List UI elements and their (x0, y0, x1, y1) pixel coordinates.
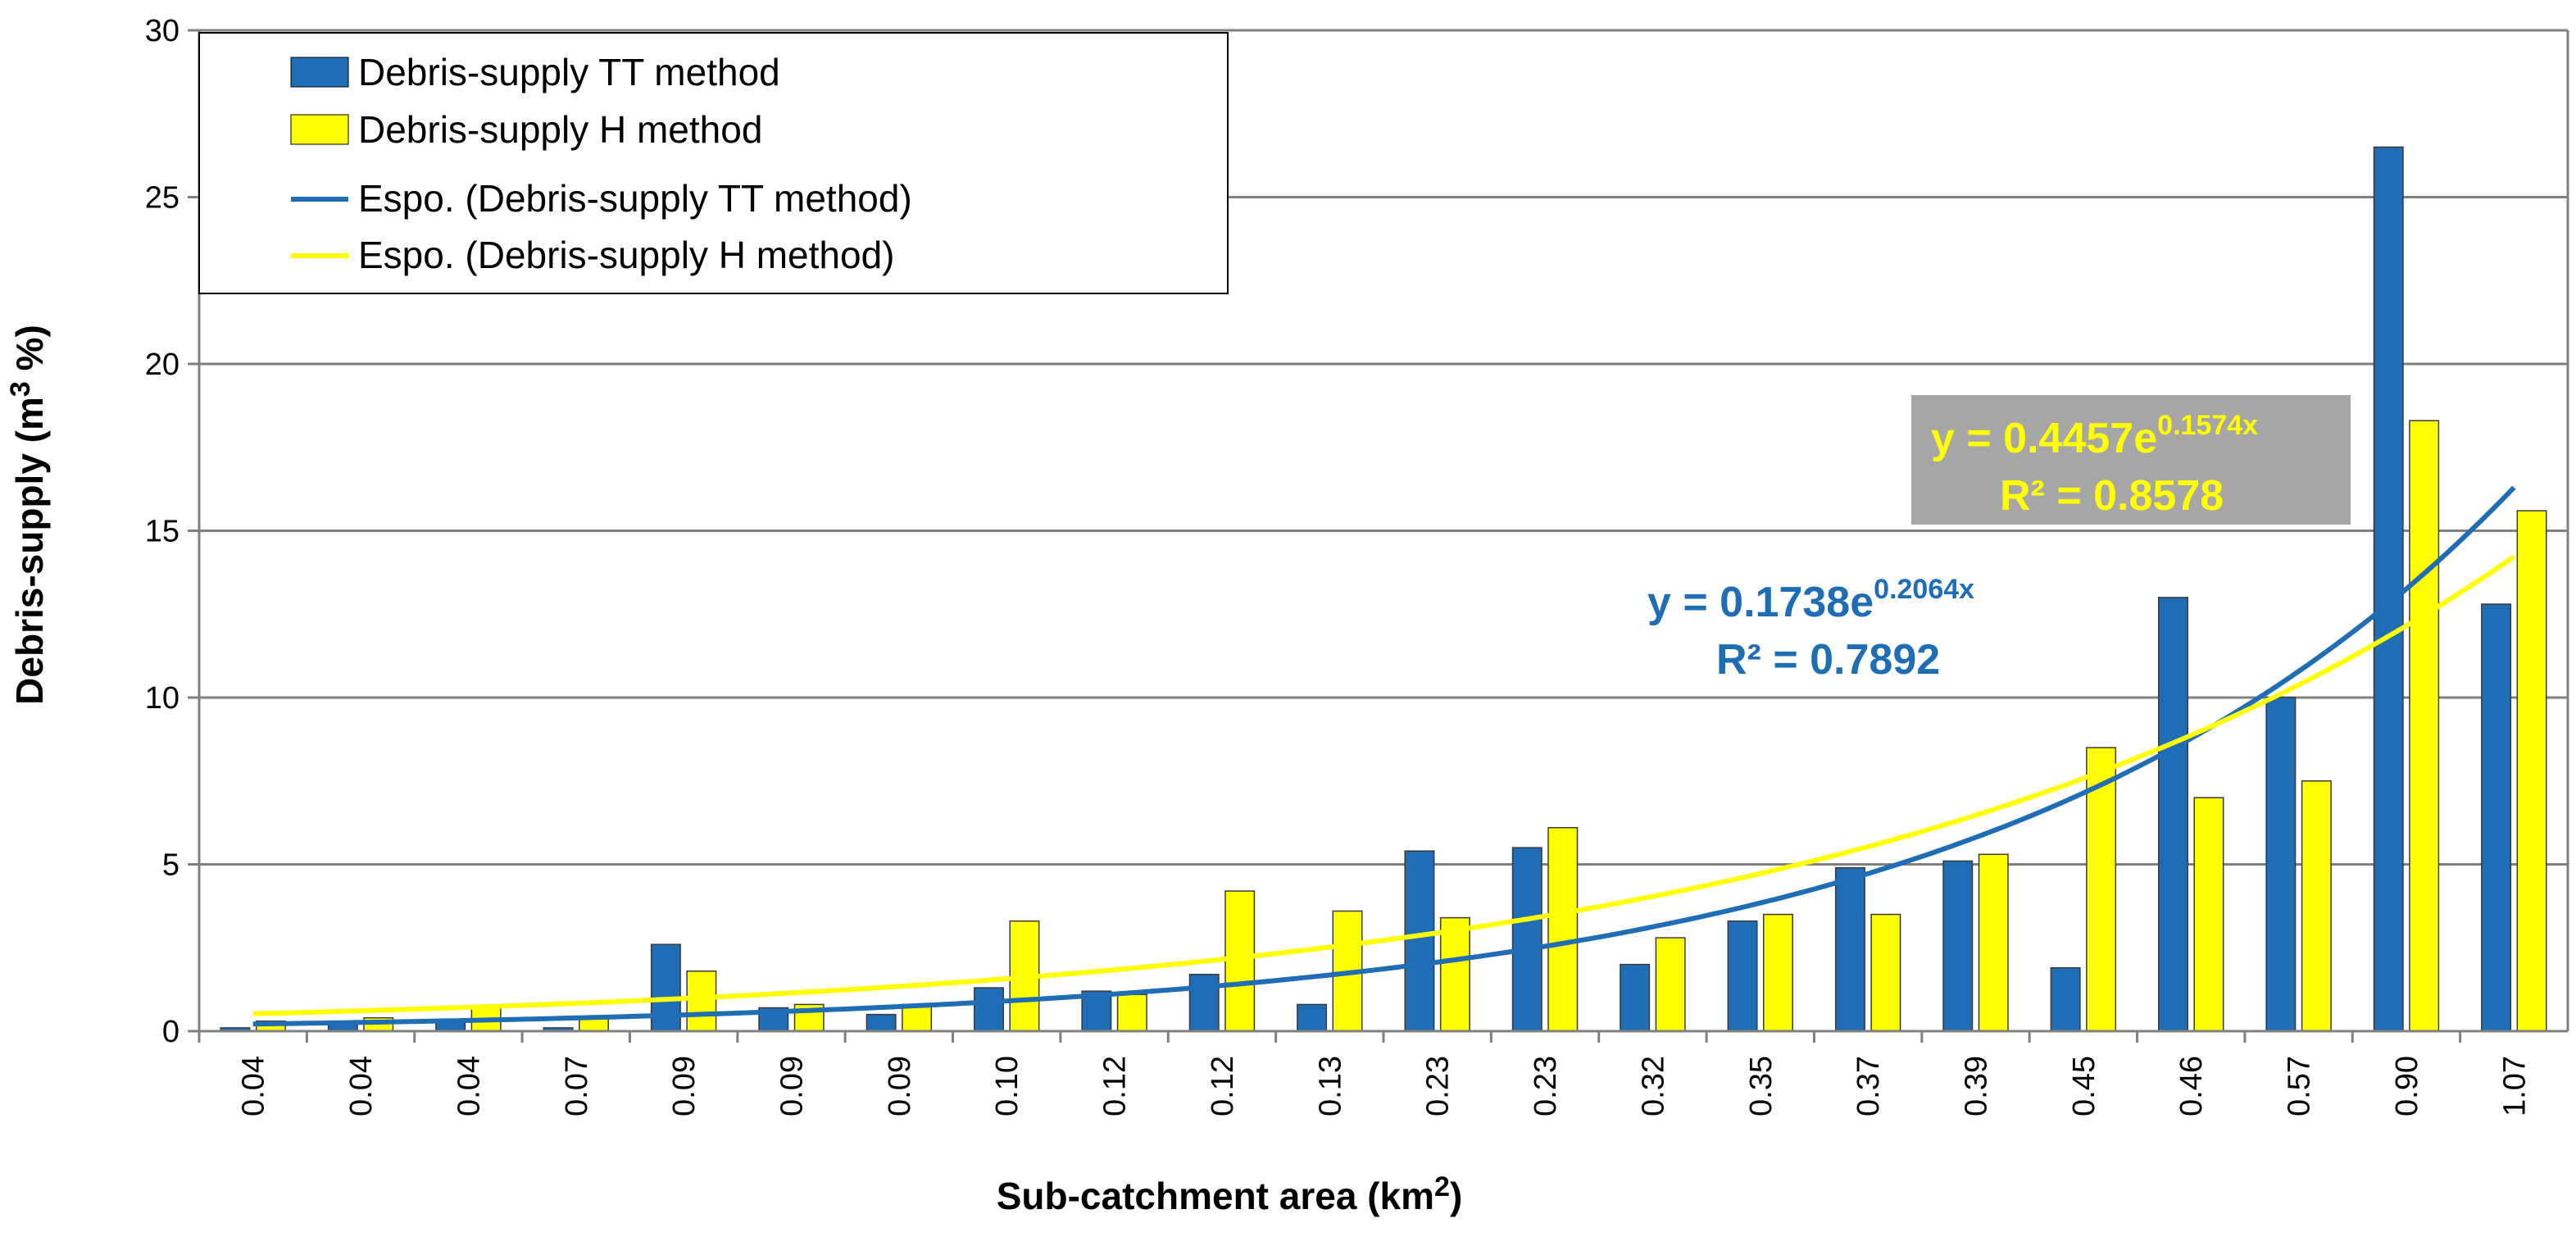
bar-h-method (2516, 510, 2547, 1032)
bar-h-method (1116, 993, 1147, 1032)
x-tick-label: 0.23 (1529, 1056, 1563, 1116)
x-tick-label: 0.04 (344, 1056, 379, 1116)
bar-tt-method (1727, 920, 1758, 1032)
legend-label-h-trend: Espo. (Debris-supply H method) (358, 234, 894, 276)
bar-tt-method (974, 987, 1004, 1032)
legend-swatch-h-bar (290, 114, 349, 145)
bar-h-method (2193, 797, 2224, 1032)
bar-h-method (2301, 780, 2332, 1032)
equation-tt-exponent: 0.2064x (1874, 574, 1974, 605)
bar-h-method (2409, 420, 2440, 1032)
equation-h-prefix: y = 0.4457e (1931, 415, 2157, 462)
legend-swatch-tt-bar (290, 57, 349, 88)
x-tick-label: 0.04 (452, 1056, 486, 1116)
equation-tt-formula: y = 0.1738e0.2064x (1647, 574, 1974, 626)
trendline-h-method (252, 554, 2516, 1016)
bar-tt-method (2050, 966, 2081, 1032)
x-axis-title: Sub-catchment area (km2) (997, 1171, 1463, 1217)
equation-h: y = 0.4457e0.1574x R² = 0.8578 (1911, 395, 2351, 525)
x-tick-label: 0.32 (1636, 1056, 1670, 1116)
x-tick-label: 0.12 (1206, 1056, 1240, 1116)
bar-tt-method (1188, 974, 1220, 1032)
x-tick-label: 0.37 (1851, 1056, 1886, 1116)
bar-h-method (902, 1003, 933, 1032)
x-tick-label: 0.07 (560, 1056, 594, 1116)
x-tick-label: 0.45 (2067, 1056, 2101, 1116)
bar-h-method (1224, 890, 1256, 1032)
x-tick-label: 0.09 (775, 1056, 810, 1116)
legend: Debris-supply TT method Debris-supply H … (198, 32, 1229, 294)
bars (220, 146, 2547, 1032)
y-tick-label: 15 (145, 515, 179, 549)
axes: 0 5 10 15 20 25 30 0.04 0.04 0.04 0.07 0.09 0.09 0.09… (145, 14, 2569, 1116)
y-tick-label: 25 (145, 181, 179, 216)
bar-h-method (686, 970, 717, 1032)
bar-h-method (1870, 913, 1901, 1032)
x-tick-label: 0.13 (1313, 1056, 1347, 1116)
x-tick-label: 0.09 (667, 1056, 702, 1116)
x-tick-label: 0.57 (2283, 1056, 2317, 1116)
equation-h-formula: y = 0.4457e0.1574x (1931, 410, 2258, 462)
bar-h-method (1547, 826, 1579, 1032)
legend-label-tt-bar: Debris-supply TT method (358, 51, 780, 93)
equation-tt-prefix: y = 0.1738e (1647, 579, 1874, 626)
y-tick-label: 20 (145, 348, 179, 382)
x-tick-label: 0.46 (2174, 1056, 2209, 1116)
legend-label-tt-trend: Espo. (Debris-supply TT method) (358, 177, 912, 220)
x-tick-label: 0.12 (1098, 1056, 1133, 1116)
x-tick-label: 0.39 (1960, 1056, 1994, 1116)
y-tick-label: 0 (162, 1015, 179, 1049)
bar-h-method (2086, 747, 2117, 1032)
equation-h-exponent: 0.1574x (2157, 410, 2258, 441)
y-axis-title-end: %) (8, 325, 51, 381)
trendlines (252, 485, 2516, 1027)
equation-tt: y = 0.1738e0.2064x R² = 0.7892 (1647, 574, 1974, 684)
x-tick-label: 0.23 (1421, 1056, 1456, 1116)
legend-label-h-bar: Debris-supply H method (358, 108, 762, 151)
bar-h-method (1763, 913, 1793, 1032)
bar-h-method (1978, 853, 2009, 1032)
y-axis-title: Debris-supply (m3 %) (5, 325, 51, 705)
bar-tt-method (1404, 850, 1435, 1032)
trendline-tt-method (252, 485, 2516, 1027)
bar-h-method (1655, 937, 1686, 1032)
equation-h-background (1911, 395, 2351, 525)
x-tick-label: 0.35 (1744, 1056, 1779, 1116)
equation-tt-r2: R² = 0.7892 (1716, 636, 1940, 684)
bar-tt-method (2481, 603, 2512, 1032)
bar-tt-method (1297, 1003, 1328, 1032)
bar-tt-method (1834, 866, 1865, 1032)
equation-h-r2: R² = 0.8578 (2000, 472, 2224, 520)
y-tick-label: 30 (145, 14, 179, 48)
bar-tt-method (2158, 597, 2188, 1032)
bar-tt-method (2373, 146, 2404, 1032)
x-tick-label: 0.90 (2390, 1056, 2424, 1116)
legend-frame (198, 32, 1229, 294)
x-axis-title-sup: 2 (1434, 1171, 1450, 1202)
bar-tt-method (1620, 963, 1651, 1032)
bar-tt-method (2265, 697, 2297, 1032)
bar-tt-method (865, 1013, 897, 1032)
x-tick-label: 1.07 (2497, 1056, 2532, 1116)
bar-tt-method (1511, 847, 1542, 1032)
y-axis-title-main: Debris-supply (m (8, 397, 51, 705)
bar-tt-method (1942, 860, 1974, 1032)
y-tick-label: 5 (162, 848, 179, 883)
y-axis-title-sup: 3 (5, 381, 36, 397)
bar-h-method (1439, 916, 1470, 1032)
x-tick-label: 0.04 (237, 1056, 271, 1116)
y-tick-label: 10 (145, 681, 179, 716)
x-axis-title-main: Sub-catchment area (km (997, 1175, 1434, 1217)
x-tick-label: 0.09 (883, 1056, 917, 1116)
x-tick-label: 0.10 (990, 1056, 1024, 1116)
x-axis-title-end: ) (1450, 1175, 1462, 1217)
